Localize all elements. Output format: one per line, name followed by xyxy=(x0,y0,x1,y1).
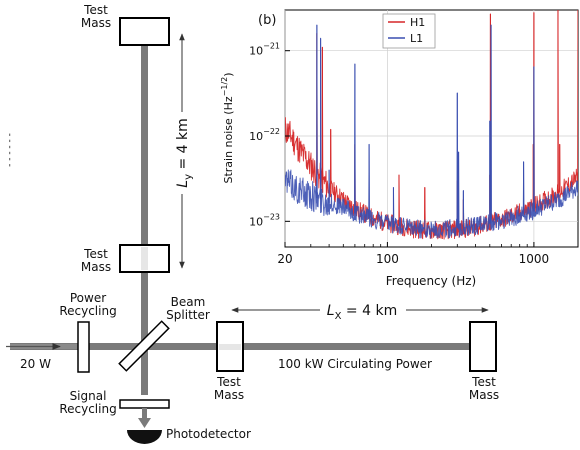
photodetector-label: Photodetector xyxy=(166,427,251,441)
power-recycling-label: Power Recycling xyxy=(59,291,116,318)
y-axis-label: Strain noise (Hz−1/2) xyxy=(220,72,235,183)
series-line-l1 xyxy=(285,24,578,239)
ticks: 20 100 1000 10−23 10−22 10−21 xyxy=(249,42,579,266)
signal-recycling-mirror xyxy=(119,399,170,409)
beam-through-near-x xyxy=(219,344,241,350)
test-mass-far-y xyxy=(119,17,170,46)
interferometer-diagram: Test Mass Test Mass Ly = 4 km Power Recycli… xyxy=(5,3,499,444)
vertical-arm-beam xyxy=(141,45,148,395)
test-mass-near-y-label: Test Mass xyxy=(81,247,111,274)
lx-label: LX = 4 km xyxy=(327,303,397,322)
photodetector xyxy=(127,430,162,444)
y-tick-label: 10−22 xyxy=(249,127,280,143)
legend-label-h1: H1 xyxy=(410,16,425,29)
panel-label: (b) xyxy=(258,13,276,28)
left-edge-marks: - - - - - - xyxy=(5,133,15,167)
circulating-power-label: 100 kW Circulating Power xyxy=(278,357,432,371)
ly-label: Ly = 4 km xyxy=(175,118,194,187)
legend-label-l1: L1 xyxy=(410,32,423,45)
lx-label-bg xyxy=(320,300,406,320)
input-power-label: 20 W xyxy=(20,357,51,371)
test-mass-far-x-label: Test Mass xyxy=(469,375,499,402)
legend: H1 L1 xyxy=(382,13,436,49)
x-tick-label: 1000 xyxy=(519,252,550,266)
test-mass-far-x xyxy=(469,321,497,372)
legend-box xyxy=(382,13,436,49)
x-tick-label: 20 xyxy=(277,252,292,266)
beam-splitter xyxy=(118,320,170,372)
x-axis-label: Frequency (Hz) xyxy=(386,274,477,288)
output-arrow xyxy=(138,418,151,428)
beam-splitter-label: Beam Splitter xyxy=(166,295,210,322)
y-tick-label: 10−23 xyxy=(249,212,280,228)
x-tick-label: 100 xyxy=(376,252,399,266)
test-mass-far-y-label: Test Mass xyxy=(81,3,111,30)
strain-noise-chart: 20 100 1000 10−23 10−22 10−21 (b) Frequency (… xyxy=(220,9,579,288)
signal-recycling-label: Signal Recycling xyxy=(59,389,116,416)
ly-label-bg xyxy=(172,112,192,194)
beam-through-near-y xyxy=(141,247,148,270)
series-layer xyxy=(285,10,578,240)
power-recycling-mirror xyxy=(77,321,90,373)
test-mass-near-x-label: Test Mass xyxy=(214,375,244,402)
y-tick-label: 10−21 xyxy=(249,42,280,58)
output-beam xyxy=(142,408,147,422)
